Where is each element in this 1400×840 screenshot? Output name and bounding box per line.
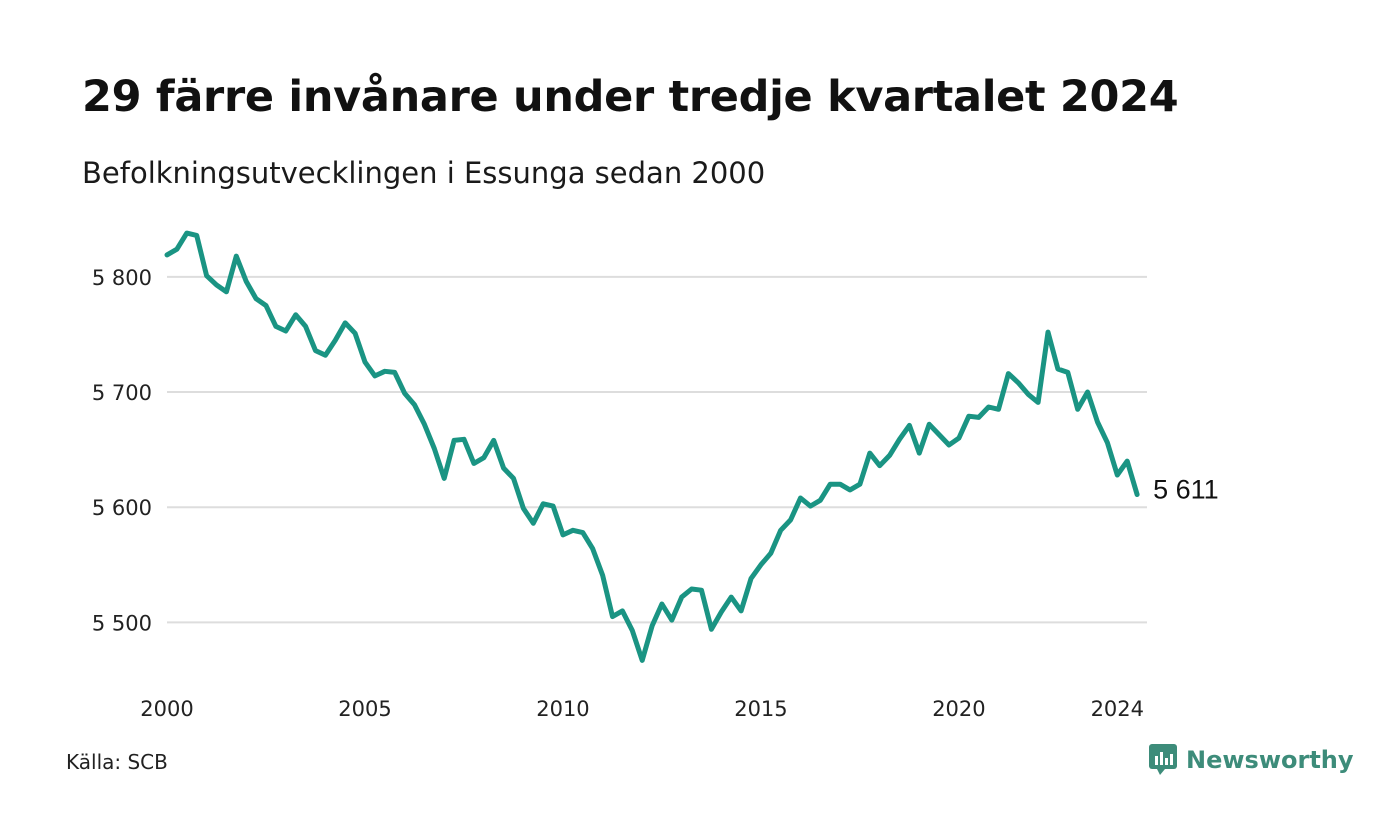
x-tick-label: 2010 bbox=[536, 697, 589, 721]
x-tick-label: 2000 bbox=[140, 697, 193, 721]
brand-logo: Newsworthy bbox=[1148, 743, 1354, 777]
y-axis-ticks: 5 500 5 600 5 700 5 800 bbox=[92, 266, 152, 636]
x-tick-label: 2005 bbox=[338, 697, 391, 721]
gridlines bbox=[167, 275, 1147, 624]
y-tick-label: 5 700 bbox=[92, 381, 152, 405]
y-tick-label: 5 600 bbox=[92, 496, 152, 520]
y-tick-label: 5 800 bbox=[92, 266, 152, 290]
series-group bbox=[164, 230, 1140, 663]
source-note: Källa: SCB bbox=[66, 750, 168, 774]
x-axis-ticks: 2000 2005 2010 2015 2020 2024 bbox=[140, 697, 1144, 721]
newsworthy-logo-icon bbox=[1149, 744, 1177, 775]
chart-title: 29 färre invånare under tredje kvartalet… bbox=[82, 72, 1179, 122]
brand-name: Newsworthy bbox=[1186, 746, 1354, 774]
end-value-label: 5 611 bbox=[1153, 475, 1219, 505]
x-tick-label: 2024 bbox=[1091, 697, 1144, 721]
chart-subtitle: Befolkningsutvecklingen i Essunga sedan … bbox=[82, 156, 766, 190]
x-tick-label: 2020 bbox=[932, 697, 985, 721]
x-tick-label: 2015 bbox=[734, 697, 787, 721]
population-series-line bbox=[164, 230, 1140, 663]
y-tick-label: 5 500 bbox=[92, 611, 152, 635]
